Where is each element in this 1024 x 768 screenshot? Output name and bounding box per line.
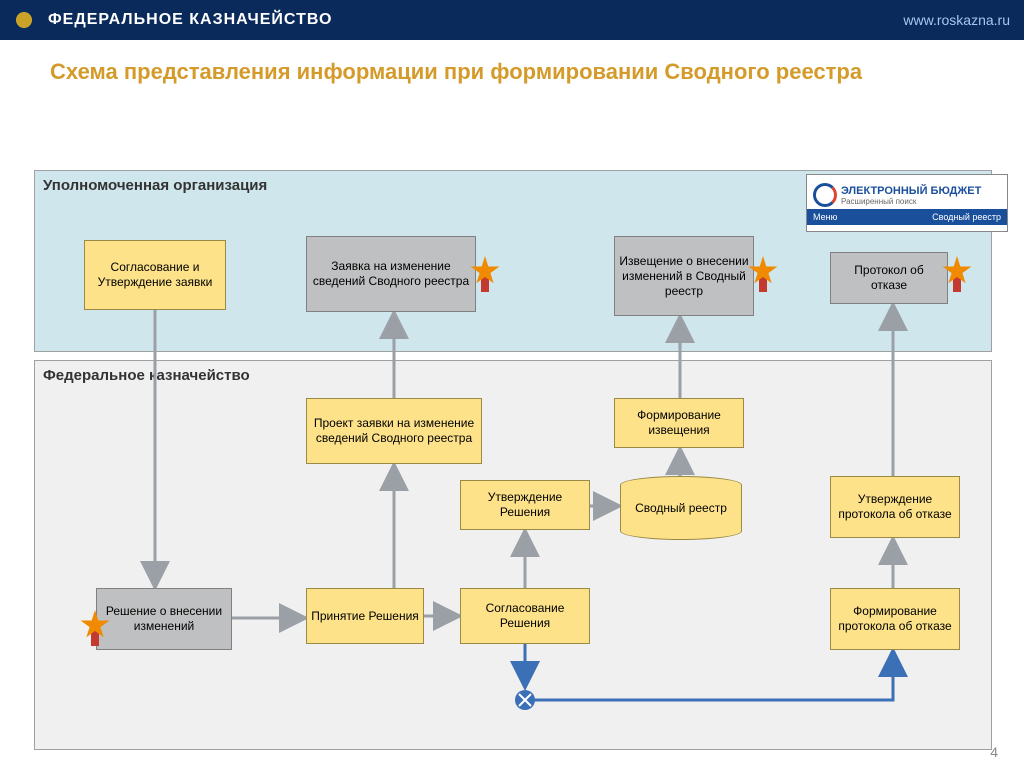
slide-title: Схема представления информации при форми… [0,40,1024,86]
flow-box-b3: Извещение о внесении изменений в Сводный… [614,236,754,316]
flow-box-b1: Согласование и Утверждение заявки [84,240,226,310]
top-bar: ФЕДЕРАЛЬНОЕ КАЗНАЧЕЙСТВО www.roskazna.ru [0,0,1024,40]
flow-box-b6: Формирование извещения [614,398,744,448]
section-treasury: Федеральное казначейство [34,360,992,750]
flow-box-b13: Формирование протокола об отказе [830,588,960,650]
flow-box-b12: Согласование Решения [460,588,590,644]
section-top-label: Уполномоченная организация [43,177,267,194]
flow-box-b5: Проект заявки на изменение сведений Свод… [306,398,482,464]
flow-box-b7: Утверждение Решения [460,480,590,530]
section-bottom-label: Федеральное казначейство [43,367,250,384]
award-badge-icon [470,256,500,286]
slide: Схема представления информации при форми… [0,40,1024,768]
flow-box-b2: Заявка на изменение сведений Сводного ре… [306,236,476,312]
ebudget-widget: ЭЛЕКТРОННЫЙ БЮДЖЕТ Расширенный поиск Мен… [806,174,1008,232]
flow-box-b9: Утверждение протокола об отказе [830,476,960,538]
ebudget-menu: Меню [813,212,837,222]
ebudget-link: Сводный реестр [932,212,1001,222]
award-badge-icon [80,610,110,640]
flow-box-b8: Сводный реестр [620,476,742,540]
ebudget-logo-icon [813,183,837,207]
ebudget-brand: ЭЛЕКТРОННЫЙ БЮДЖЕТ [841,185,981,197]
flow-box-b11: Принятие Решения [306,588,424,644]
flow-box-b4: Протокол об отказе [830,252,948,304]
site-url: www.roskazna.ru [903,12,1010,28]
ebudget-search: Расширенный поиск [841,197,981,206]
page-number: 4 [990,744,998,760]
flow-box-b10: Решение о внесении изменений [96,588,232,650]
emblem-icon [10,6,38,34]
award-badge-icon [748,256,778,286]
award-badge-icon [942,256,972,286]
org-name: ФЕДЕРАЛЬНОЕ КАЗНАЧЕЙСТВО [48,11,332,29]
